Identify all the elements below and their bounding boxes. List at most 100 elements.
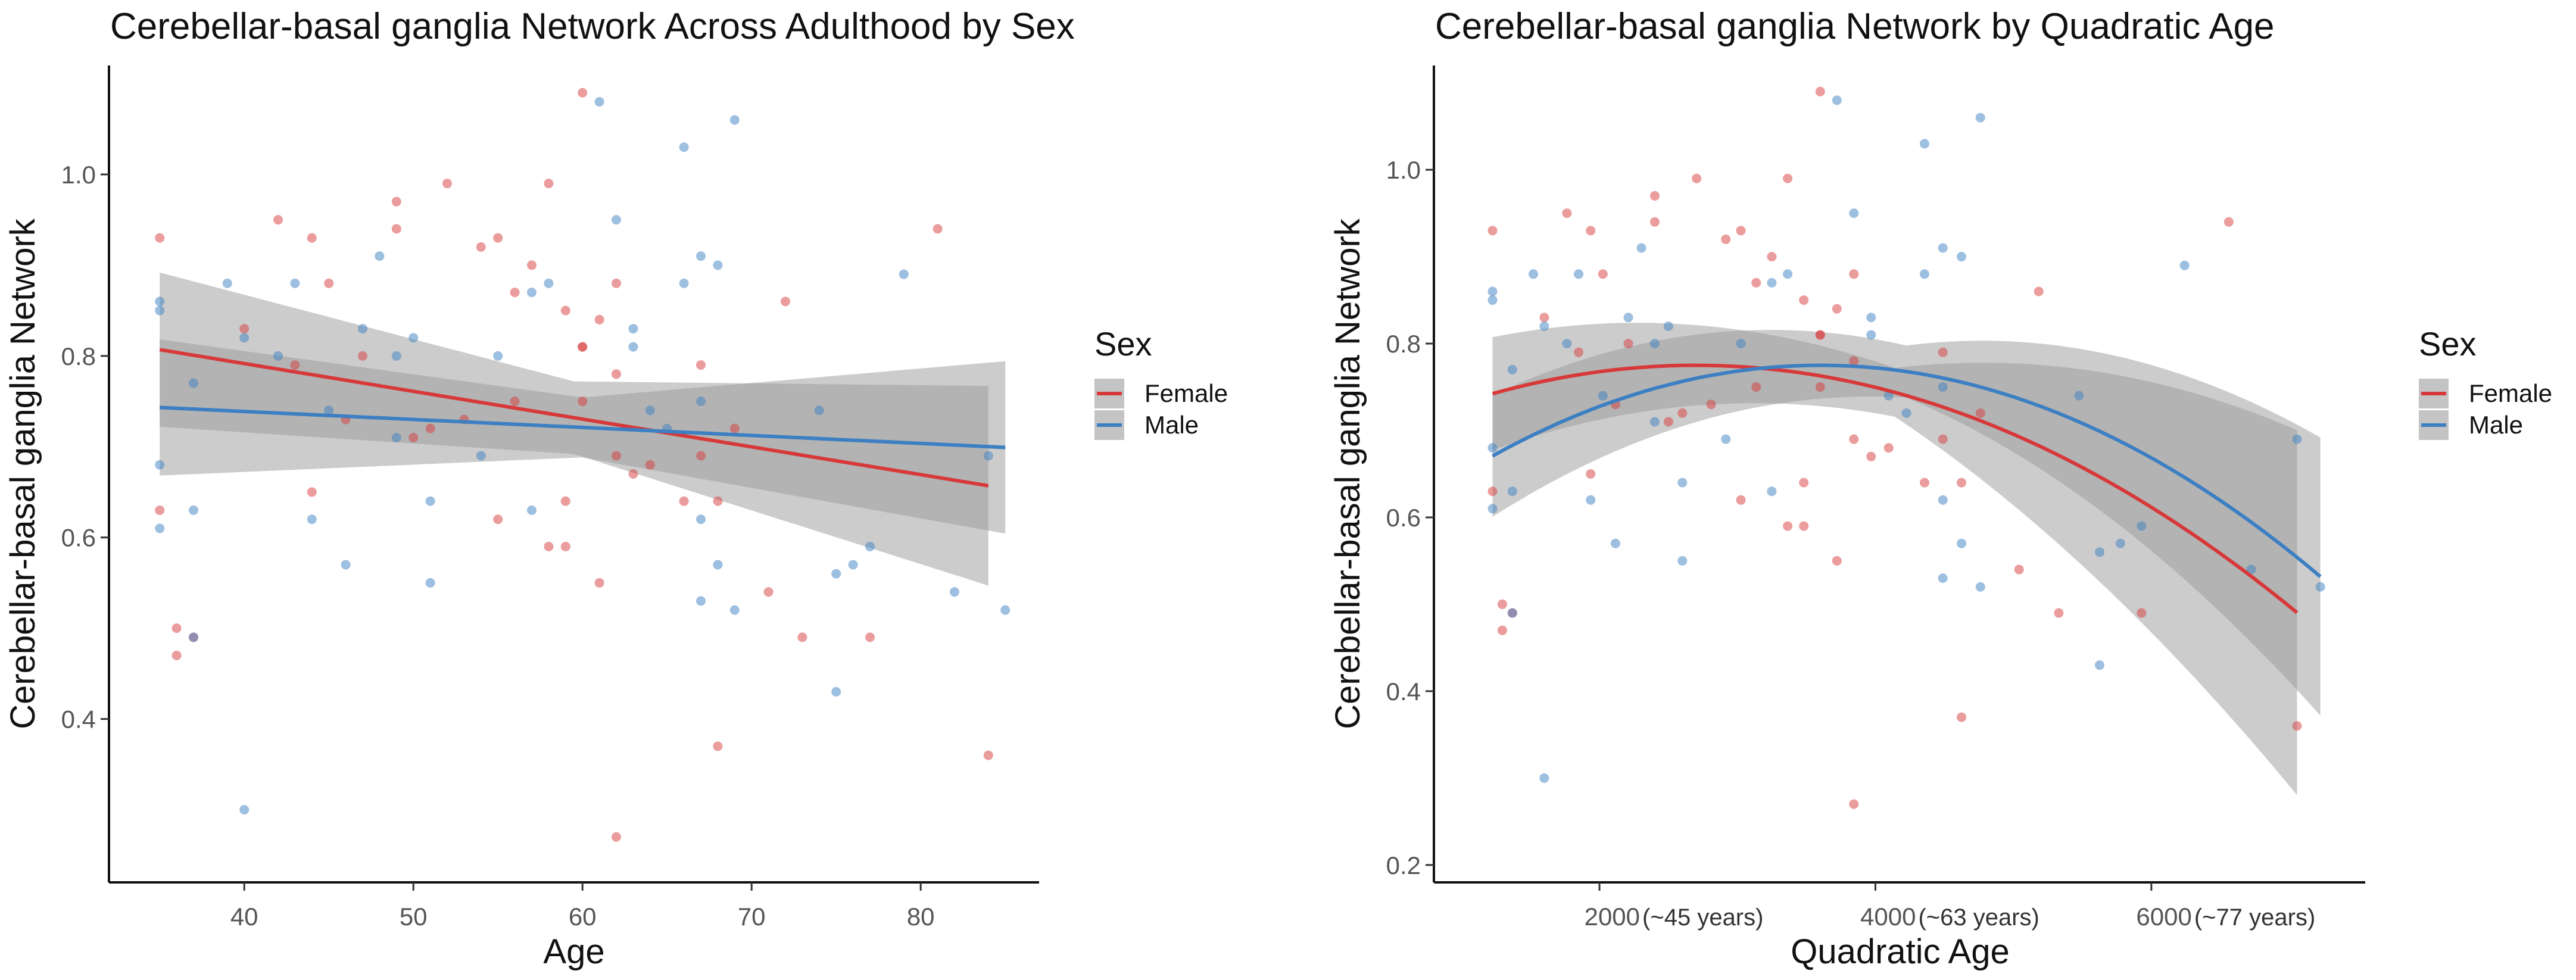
data-point-male — [155, 297, 165, 307]
data-point-female — [476, 242, 486, 252]
data-point-male — [1736, 339, 1746, 349]
data-point-female — [865, 632, 875, 642]
data-point-female — [1849, 434, 1859, 444]
data-point-male — [628, 324, 638, 334]
data-point-male — [1783, 269, 1793, 279]
data-point-male — [1677, 477, 1688, 488]
data-point-female — [171, 650, 182, 660]
data-point-female — [612, 369, 621, 379]
data-point-male — [1598, 391, 1608, 401]
data-point-male — [679, 278, 689, 288]
data-point-female — [713, 741, 723, 751]
data-point-female — [1815, 330, 1825, 340]
data-point-female — [578, 397, 588, 407]
data-point-female — [2223, 217, 2234, 227]
data-point-female — [713, 496, 723, 506]
data-point-male — [1919, 269, 1929, 279]
data-point-female — [781, 297, 790, 307]
data-point-male — [729, 605, 740, 615]
data-point-female — [2137, 608, 2147, 618]
data-point-female — [1799, 521, 1809, 531]
data-point-female — [1736, 226, 1746, 236]
data-point-male — [831, 569, 841, 579]
data-point-female — [1562, 208, 1572, 219]
x-tick-note: (~77 years) — [2194, 904, 2315, 931]
data-point-female — [1883, 443, 1894, 453]
data-point-male — [1883, 391, 1894, 401]
y-tick-label: 0.8 — [61, 342, 96, 370]
data-point-female — [493, 514, 503, 525]
data-point-male — [155, 460, 165, 470]
data-point-female — [1487, 226, 1498, 236]
data-point-male — [1623, 313, 1633, 323]
chart-title: Cerebellar-basal ganglia Network by Quad… — [1435, 6, 2275, 47]
data-point-male — [476, 451, 486, 461]
data-point-female — [696, 451, 706, 461]
data-point-male — [358, 324, 367, 334]
data-point-female — [290, 360, 300, 370]
data-point-female — [171, 623, 182, 633]
data-point-female — [527, 260, 537, 270]
y-ticks: 0.2 0.4 0.6 0.8 1.0 — [1386, 156, 1434, 879]
legend-item-male: Male — [1094, 410, 1199, 440]
data-point-female — [578, 342, 588, 352]
data-point-female — [1539, 313, 1549, 323]
data-point-female — [1497, 625, 1507, 635]
x-tick-note: (~45 years) — [1642, 904, 1763, 931]
data-point-female — [1938, 434, 1948, 444]
data-point-male — [1938, 495, 1948, 505]
legend-label-female: Female — [1144, 379, 1228, 407]
data-point-female — [612, 278, 621, 288]
data-point-male — [341, 560, 351, 570]
data-point-female — [2014, 564, 2024, 575]
trend-line-female — [1492, 363, 2299, 614]
data-point-male — [273, 351, 283, 361]
data-point-male — [612, 215, 621, 225]
data-point-female — [1598, 269, 1608, 279]
data-point-male — [1866, 330, 1876, 340]
data-point-male — [1849, 208, 1859, 219]
data-point-male — [2292, 434, 2302, 444]
data-point-female — [560, 541, 570, 551]
data-point-female — [594, 578, 604, 588]
data-point-male — [239, 805, 250, 815]
trend-lines — [159, 348, 1006, 488]
data-point-male — [544, 278, 554, 288]
x-axis-title: Age — [543, 932, 604, 971]
data-point-male — [848, 560, 858, 570]
data-point-male — [1975, 582, 1985, 592]
data-point-male — [1677, 555, 1688, 566]
data-point-female — [1574, 347, 1584, 357]
data-point-female — [273, 215, 283, 225]
data-point-male — [1832, 95, 1842, 105]
panel-age: Cerebellar-basal ganglia Network Across … — [4, 6, 1228, 971]
data-point-female — [1975, 408, 1985, 418]
x-tick-label: 2000 — [1585, 903, 1640, 931]
data-point-female — [1487, 486, 1498, 497]
data-point-male — [1649, 417, 1660, 427]
data-point-female — [544, 179, 554, 189]
data-point-male — [375, 251, 385, 261]
data-point-male — [1610, 538, 1620, 548]
data-point-female — [560, 305, 570, 316]
y-tick-label: 0.4 — [1386, 678, 1421, 706]
data-point-female — [442, 179, 452, 189]
data-point-female — [1849, 269, 1859, 279]
data-point-female — [1866, 451, 1876, 461]
data-point-female — [1783, 521, 1793, 531]
data-point-female — [493, 233, 503, 243]
data-point-female — [307, 233, 317, 243]
x-tick-note: (~63 years) — [1918, 904, 2039, 931]
y-tick-label: 0.4 — [61, 706, 96, 734]
data-point-male — [189, 505, 198, 515]
data-point-male — [696, 514, 706, 525]
data-point-male — [1487, 295, 1498, 305]
data-point-female — [1938, 347, 1948, 357]
x-tick-label: 4000 — [1860, 903, 1916, 931]
ci-band-male — [1492, 330, 2321, 716]
data-point-female — [358, 351, 367, 361]
data-point-male — [1767, 277, 1777, 288]
data-point-male — [696, 596, 706, 606]
data-point-male — [1919, 139, 1929, 149]
data-point-male — [628, 342, 638, 352]
